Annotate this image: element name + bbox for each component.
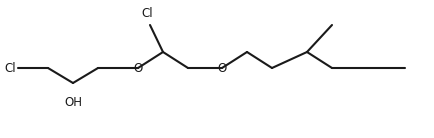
- Text: Cl: Cl: [141, 7, 153, 20]
- Text: O: O: [217, 62, 227, 75]
- Text: Cl: Cl: [4, 62, 16, 75]
- Text: OH: OH: [64, 96, 82, 109]
- Text: O: O: [133, 62, 143, 75]
